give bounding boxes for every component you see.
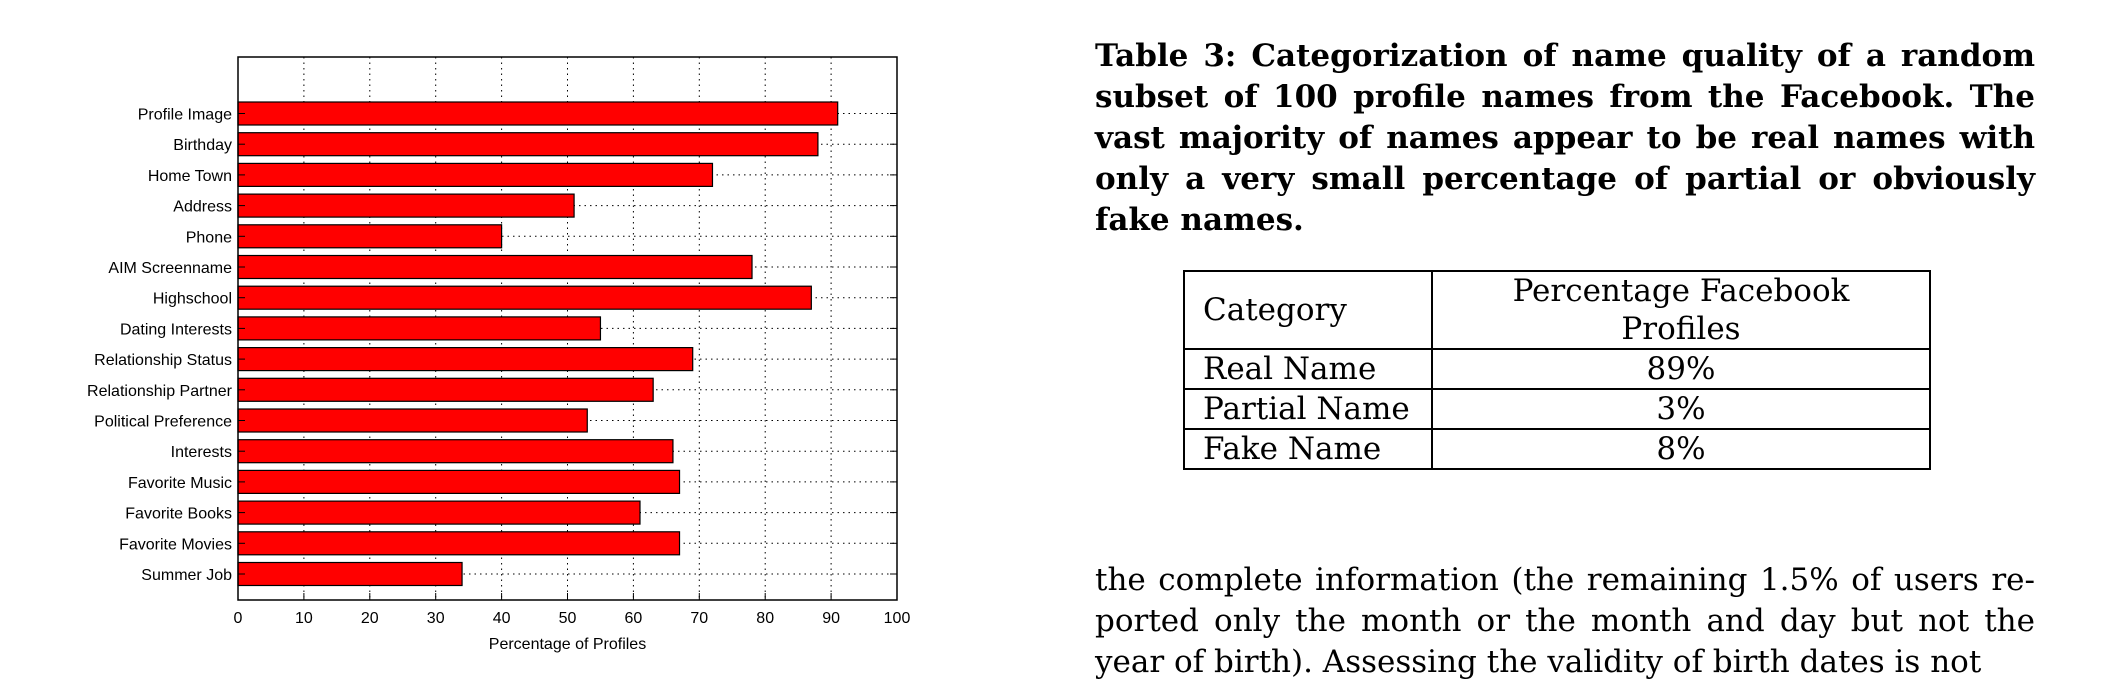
x-tick-label: 60: [625, 610, 643, 627]
row-percentage: 89%: [1431, 348, 1931, 390]
bar: [237, 469, 681, 494]
caption-line: only a very small percentage of partial …: [1095, 161, 2035, 197]
y-tick-label: Favorite Music: [128, 475, 232, 492]
table-row: Fake Name 8%: [1183, 428, 1931, 470]
y-tick-label: Favorite Books: [125, 506, 232, 523]
bar: [237, 193, 575, 218]
caption-line: vast majority of names appear to be real…: [1095, 120, 2035, 156]
name-quality-table: Category Percentage Facebook Profiles Re…: [1183, 270, 1931, 470]
y-tick-label: Phone: [186, 229, 232, 246]
x-tick-label: 80: [756, 610, 774, 627]
y-tick-label: Home Town: [148, 168, 232, 185]
row-category: Partial Name: [1183, 388, 1433, 430]
bar: [237, 162, 714, 187]
bar: [237, 439, 674, 464]
y-tick-label: Highschool: [153, 291, 232, 308]
bar: [237, 254, 753, 280]
bar: [237, 101, 839, 126]
caption-line: subset of 100 profile names from the Fac…: [1095, 79, 2035, 115]
y-tick-label: Relationship Status: [94, 352, 232, 369]
x-tick-label: 70: [690, 610, 708, 627]
row-percentage: 8%: [1431, 428, 1931, 470]
body-line: the complete information (the remaining …: [1095, 562, 2035, 598]
y-tick-label: Political Preference: [94, 414, 232, 431]
table-header-row: Category Percentage Facebook Profiles: [1183, 270, 1931, 350]
x-tick-label: 40: [493, 610, 511, 627]
bar: [237, 531, 681, 556]
x-tick-label: 50: [559, 610, 577, 627]
x-tick-label: 100: [884, 610, 911, 627]
caption-line: Table 3: Categorization of name quality …: [1095, 38, 2035, 74]
bar: [237, 347, 694, 372]
y-tick-label: Birthday: [173, 137, 232, 154]
y-tick-label: Summer Job: [141, 567, 232, 584]
x-tick-label: 20: [361, 610, 379, 627]
bar: [237, 500, 641, 525]
header-percentage: Percentage Facebook Profiles: [1431, 270, 1931, 350]
bar-chart: 0 10 20 30 40 50 60 70 80 90 100 Profile Image Birth…: [0, 0, 1050, 680]
table-row: Real Name 89%: [1183, 348, 1931, 390]
table-caption: Table 3: Categorization of name quality …: [1095, 36, 2035, 241]
chart-svg: 0 10 20 30 40 50 60 70 80 90 100 Profile Image Birth…: [87, 56, 911, 653]
table-row: Partial Name 3%: [1183, 388, 1931, 430]
bar: [237, 316, 602, 341]
header-category: Category: [1183, 270, 1433, 350]
y-tick-label: AIM Screenname: [108, 260, 232, 277]
y-tick-label: Relationship Partner: [87, 383, 233, 400]
x-tick-label: 0: [234, 610, 243, 627]
y-tick-label: Address: [173, 199, 232, 216]
bar: [237, 377, 654, 402]
row-category: Fake Name: [1183, 428, 1433, 470]
body-line: year of birth). Assessing the validity o…: [1095, 644, 1982, 680]
x-tick-label: 30: [427, 610, 445, 627]
row-percentage: 3%: [1431, 388, 1931, 430]
x-tick-label: 10: [295, 610, 313, 627]
y-tick-label: Dating Interests: [120, 321, 232, 338]
bar: [237, 285, 812, 310]
caption-line: fake names.: [1095, 202, 1304, 238]
body-line: ported only the month or the month and d…: [1095, 603, 2035, 639]
y-tick-label: Favorite Movies: [119, 536, 232, 553]
bar: [237, 132, 819, 157]
x-axis-label: Percentage of Profiles: [489, 636, 646, 653]
plot-frame: [237, 56, 898, 601]
row-category: Real Name: [1183, 348, 1433, 390]
y-tick-label: Interests: [171, 444, 232, 461]
bar: [237, 561, 463, 587]
x-tick-label: 90: [822, 610, 840, 627]
bar: [237, 224, 503, 249]
y-tick-label: Profile Image: [138, 107, 232, 124]
bar: [237, 408, 588, 433]
body-paragraph: the complete information (the remaining …: [1095, 560, 2035, 683]
